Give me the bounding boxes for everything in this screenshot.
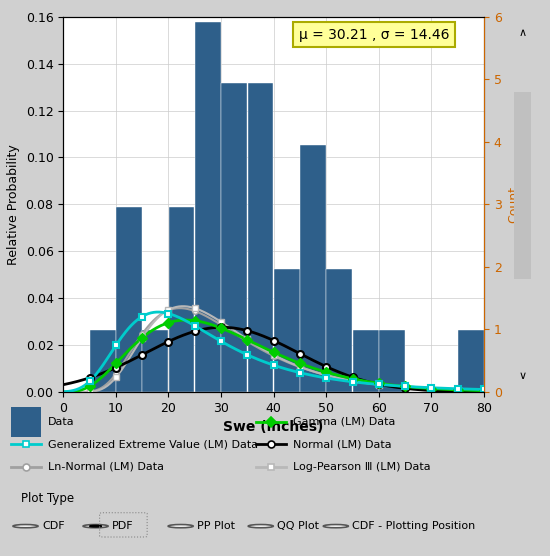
Bar bbox=[221, 83, 247, 392]
Bar bbox=[327, 269, 352, 392]
Text: Generalized Extreme Value (LM) Data: Generalized Extreme Value (LM) Data bbox=[48, 439, 258, 449]
Bar bbox=[142, 330, 168, 392]
Text: CDF: CDF bbox=[42, 521, 65, 531]
Bar bbox=[379, 330, 405, 392]
Bar bbox=[514, 92, 531, 280]
Circle shape bbox=[248, 524, 273, 528]
Bar bbox=[90, 330, 116, 392]
Circle shape bbox=[90, 525, 102, 527]
Bar bbox=[195, 22, 221, 392]
Text: PP Plot: PP Plot bbox=[197, 521, 235, 531]
Text: ∧: ∧ bbox=[519, 28, 526, 38]
Circle shape bbox=[168, 524, 193, 528]
Text: PDF: PDF bbox=[112, 521, 134, 531]
X-axis label: Swe (inches): Swe (inches) bbox=[223, 420, 324, 434]
Text: Ln-Normal (LM) Data: Ln-Normal (LM) Data bbox=[48, 462, 164, 472]
Text: Gamma (LM) Data: Gamma (LM) Data bbox=[293, 417, 395, 427]
Text: μ = 30.21 , σ = 14.46: μ = 30.21 , σ = 14.46 bbox=[299, 28, 449, 42]
Bar bbox=[300, 145, 326, 392]
Bar bbox=[248, 83, 273, 392]
Text: Data: Data bbox=[48, 417, 75, 427]
Text: Plot Type: Plot Type bbox=[20, 492, 74, 505]
Text: CDF - Plotting Position: CDF - Plotting Position bbox=[353, 521, 476, 531]
Text: Normal (LM) Data: Normal (LM) Data bbox=[293, 439, 392, 449]
Bar bbox=[274, 269, 300, 392]
Circle shape bbox=[13, 524, 38, 528]
Bar bbox=[169, 207, 195, 392]
Y-axis label: Count: Count bbox=[507, 186, 520, 223]
Bar bbox=[353, 330, 378, 392]
Bar bbox=[10, 407, 41, 437]
Y-axis label: Relative Probability: Relative Probability bbox=[7, 144, 20, 265]
Text: Log-Pearson Ⅲ (LM) Data: Log-Pearson Ⅲ (LM) Data bbox=[293, 462, 431, 472]
Text: QQ Plot: QQ Plot bbox=[277, 521, 319, 531]
Bar bbox=[458, 330, 484, 392]
Bar bbox=[116, 207, 142, 392]
Circle shape bbox=[83, 524, 108, 528]
Circle shape bbox=[323, 524, 348, 528]
Text: ∨: ∨ bbox=[519, 371, 526, 381]
